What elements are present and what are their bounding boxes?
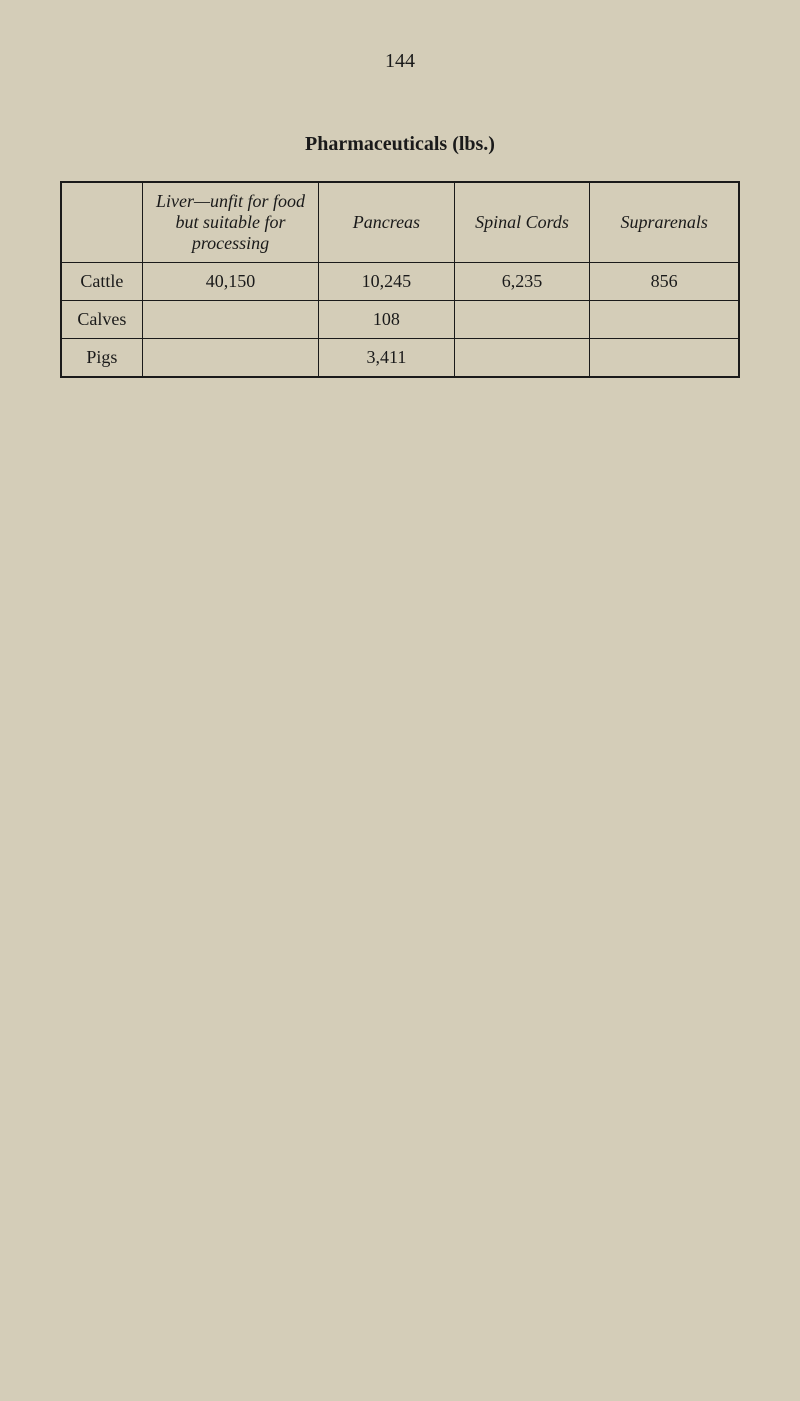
header-pancreas: Pancreas: [319, 182, 455, 263]
cell-value: 10,245: [319, 263, 455, 301]
cell-value: 856: [590, 263, 739, 301]
cell-value: [142, 301, 318, 339]
cell-value: 108: [319, 301, 455, 339]
header-blank: [61, 182, 142, 263]
row-label-pigs: Pigs: [61, 339, 142, 378]
row-label-cattle: Cattle: [61, 263, 142, 301]
cell-value: [142, 339, 318, 378]
table-row: Cattle 40,150 10,245 6,235 856: [61, 263, 739, 301]
cell-value: [454, 301, 590, 339]
table-title: Pharmaceuticals (lbs.): [60, 133, 740, 156]
cell-value: 3,411: [319, 339, 455, 378]
table-row: Calves 108: [61, 301, 739, 339]
pharmaceuticals-table: Liver—unfit for food but suitable for pr…: [60, 181, 740, 378]
header-liver: Liver—unfit for food but suitable for pr…: [142, 182, 318, 263]
header-suprarenals: Suprarenals: [590, 182, 739, 263]
row-label-calves: Calves: [61, 301, 142, 339]
cell-value: [590, 301, 739, 339]
cell-value: [590, 339, 739, 378]
table-row: Pigs 3,411: [61, 339, 739, 378]
header-spinal: Spinal Cords: [454, 182, 590, 263]
page-container: 144 Pharmaceuticals (lbs.) Liver—unfit f…: [0, 0, 800, 428]
cell-value: 40,150: [142, 263, 318, 301]
cell-value: 6,235: [454, 263, 590, 301]
table-header-row: Liver—unfit for food but suitable for pr…: [61, 182, 739, 263]
cell-value: [454, 339, 590, 378]
page-number: 144: [60, 50, 740, 73]
